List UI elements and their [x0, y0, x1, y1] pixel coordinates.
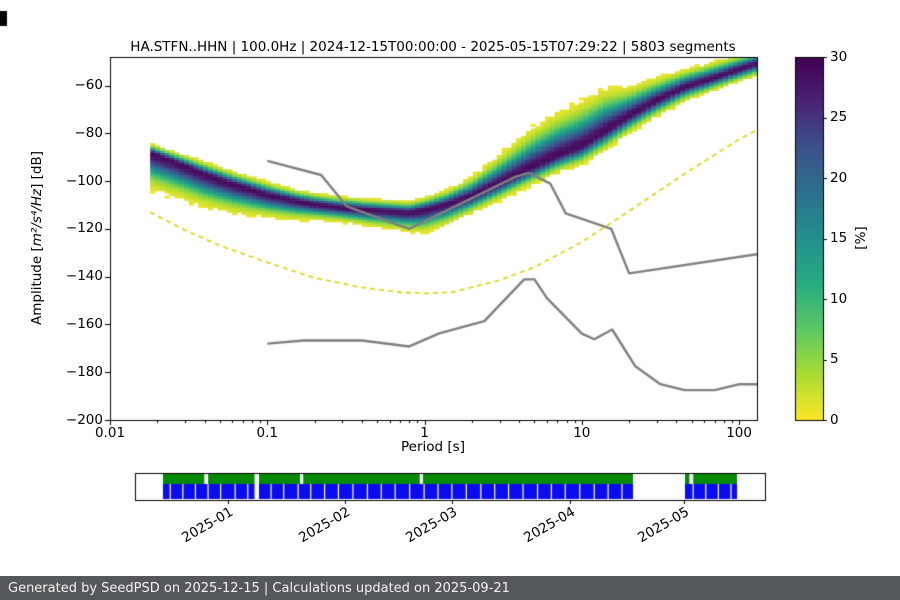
footer-text: Generated by SeedPSD on 2025-12-15 | Cal…	[8, 580, 510, 596]
footer-bar: Generated by SeedPSD on 2025-12-15 | Cal…	[0, 576, 900, 600]
ppsd-chart-canvas	[0, 0, 900, 576]
